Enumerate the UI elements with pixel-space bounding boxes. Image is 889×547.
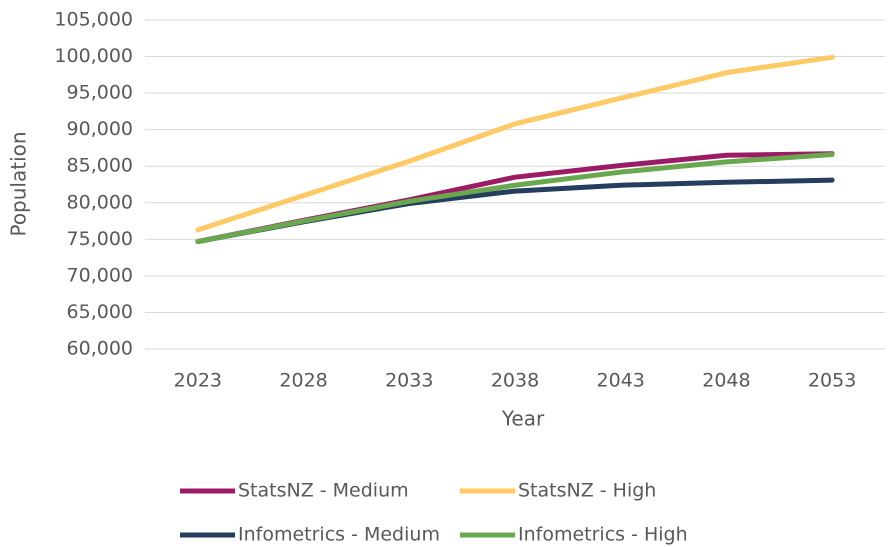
y-tick-label: 90,000 <box>67 118 133 140</box>
series-line <box>195 177 835 245</box>
x-axis-title: Year <box>501 407 545 431</box>
x-tick-label: 2038 <box>491 370 539 392</box>
x-tick-label: 2033 <box>385 370 433 392</box>
y-axis-title: Population <box>7 131 31 236</box>
y-tick-label: 85,000 <box>67 155 133 177</box>
legend-label: Infometrics - Medium <box>238 524 440 546</box>
y-tick-label: 95,000 <box>67 82 133 104</box>
x-tick-label: 2028 <box>279 370 327 392</box>
legend-label: StatsNZ - Medium <box>238 480 409 502</box>
series-line <box>195 152 835 245</box>
y-tick-label: 75,000 <box>67 228 133 250</box>
y-tick-label: 65,000 <box>67 301 133 323</box>
legend-label: StatsNZ - High <box>518 480 656 502</box>
y-tick-label: 105,000 <box>54 9 133 31</box>
y-tick-label: 60,000 <box>67 338 133 360</box>
y-tick-label: 80,000 <box>67 191 133 213</box>
y-tick-label: 100,000 <box>54 45 133 67</box>
y-tick-label: 70,000 <box>67 264 133 286</box>
series-line <box>195 54 835 233</box>
x-tick-label: 2023 <box>174 370 222 392</box>
legend-label: Infometrics - High <box>518 524 688 546</box>
x-tick-label: 2053 <box>808 370 856 392</box>
x-tick-label: 2048 <box>702 370 750 392</box>
x-tick-label: 2043 <box>597 370 645 392</box>
